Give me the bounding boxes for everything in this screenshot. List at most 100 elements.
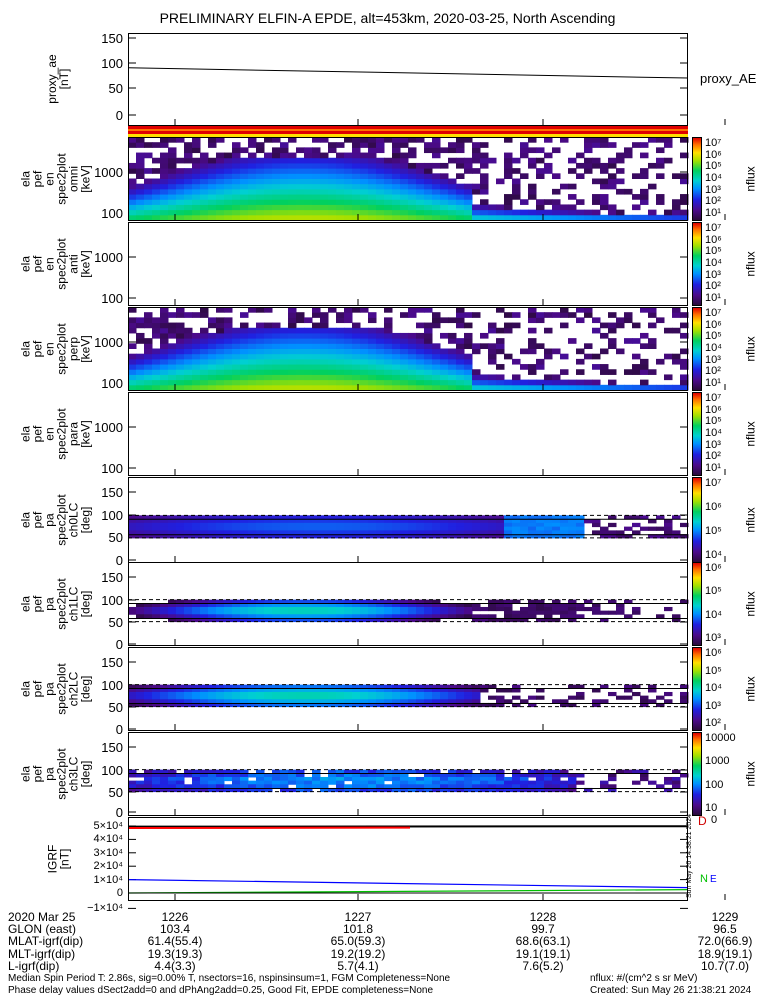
heatmap-cell bbox=[280, 353, 289, 360]
heatmap-cell bbox=[256, 209, 265, 216]
heatmap-cell bbox=[240, 684, 249, 689]
heatmap-cell bbox=[192, 343, 201, 349]
heatmap-cell bbox=[624, 599, 633, 604]
heatmap-cell bbox=[416, 199, 425, 205]
heatmap-cell bbox=[232, 204, 241, 211]
y-tick-label: 50 bbox=[108, 529, 123, 545]
heatmap-cell bbox=[504, 776, 513, 782]
heatmap-cell bbox=[592, 178, 601, 185]
heatmap-cell bbox=[296, 780, 305, 785]
heatmap-cell bbox=[488, 702, 497, 708]
heatmap-cell bbox=[168, 364, 177, 370]
heatmap-cell bbox=[408, 776, 417, 782]
heatmap-cell bbox=[576, 162, 585, 169]
heatmap-cell bbox=[664, 787, 673, 793]
heatmap-cell bbox=[200, 379, 209, 386]
heatmap-cell bbox=[512, 530, 521, 535]
heatmap-cell bbox=[232, 691, 241, 697]
heatmap-cell bbox=[656, 526, 665, 531]
heatmap-cell bbox=[496, 699, 505, 704]
heatmap-cell bbox=[160, 199, 169, 205]
heatmap-cell bbox=[552, 379, 561, 386]
y-label-line: ela bbox=[18, 765, 32, 782]
heatmap-cell bbox=[224, 332, 233, 339]
heatmap-cell bbox=[432, 178, 441, 185]
heatmap-cell bbox=[144, 526, 153, 531]
heatmap-cell bbox=[456, 338, 465, 344]
heatmap-cell bbox=[304, 209, 313, 216]
heatmap-cell bbox=[320, 614, 329, 619]
heatmap-cell bbox=[400, 348, 409, 355]
heatmap-cell bbox=[416, 384, 425, 391]
igrf-e-label: E bbox=[710, 874, 717, 885]
y-label-line: [nT] bbox=[57, 68, 71, 90]
colorbar-tick-label: 10⁷ bbox=[705, 222, 722, 234]
heatmap-cell bbox=[152, 379, 161, 386]
heatmap-cell bbox=[504, 534, 513, 539]
heatmap-cell bbox=[184, 343, 193, 349]
heatmap-cell bbox=[376, 332, 385, 339]
y-label-line: pef bbox=[30, 765, 44, 782]
heatmap-cell bbox=[624, 684, 633, 689]
heatmap-cell bbox=[440, 699, 449, 704]
heatmap-cell bbox=[392, 364, 401, 370]
heatmap-cell bbox=[640, 379, 649, 386]
heatmap-cell bbox=[440, 519, 449, 524]
heatmap-cell bbox=[456, 209, 465, 216]
heatmap-cell bbox=[272, 379, 281, 386]
heatmap-cell bbox=[504, 173, 513, 179]
heatmap-cell bbox=[264, 515, 273, 520]
heatmap-cell bbox=[304, 358, 313, 365]
heatmap-cell bbox=[248, 522, 257, 528]
heatmap-cell bbox=[400, 610, 409, 615]
heatmap-cell bbox=[312, 152, 321, 159]
heatmap-cell bbox=[408, 173, 417, 179]
heatmap-cell bbox=[360, 348, 369, 355]
heatmap-cell bbox=[464, 157, 473, 164]
heatmap-cell bbox=[400, 617, 409, 623]
heatmap-cell bbox=[160, 312, 169, 318]
heatmap-cell bbox=[432, 769, 441, 774]
heatmap-cell bbox=[184, 168, 193, 174]
heatmap-cell bbox=[184, 199, 193, 205]
heatmap-cell bbox=[144, 379, 153, 386]
heatmap-cell bbox=[216, 695, 225, 700]
heatmap-cell bbox=[160, 688, 169, 693]
heatmap-cell bbox=[192, 147, 201, 154]
heatmap-cell bbox=[248, 691, 257, 697]
heatmap-cell bbox=[152, 168, 161, 174]
heatmap-cell bbox=[192, 699, 201, 704]
heatmap-cell bbox=[448, 688, 457, 693]
heatmap-cell bbox=[272, 773, 281, 778]
heatmap-cell bbox=[672, 214, 681, 221]
heatmap-cell bbox=[192, 209, 201, 216]
heatmap-cell bbox=[344, 312, 353, 318]
heatmap-cell bbox=[184, 364, 193, 370]
heatmap-cell bbox=[248, 610, 257, 615]
heatmap-cell bbox=[600, 322, 609, 329]
heatmap-cell bbox=[232, 338, 241, 344]
heatmap-cell bbox=[568, 614, 577, 619]
heatmap-cell bbox=[392, 374, 401, 381]
y-label-line: pa bbox=[42, 596, 56, 611]
heatmap-cell bbox=[240, 168, 249, 174]
heatmap-cell bbox=[456, 343, 465, 349]
heatmap-cell bbox=[448, 379, 457, 386]
heatmap-cell bbox=[480, 773, 489, 778]
heatmap-cell bbox=[456, 519, 465, 524]
heatmap-cell bbox=[280, 374, 289, 381]
heatmap-cell bbox=[560, 384, 569, 391]
heatmap-cell bbox=[616, 209, 625, 216]
heatmap-cell bbox=[416, 526, 425, 531]
heatmap-cell bbox=[656, 614, 665, 619]
heatmap-cell bbox=[464, 522, 473, 528]
heatmap-cell bbox=[352, 617, 361, 623]
heatmap-cell bbox=[232, 332, 241, 339]
heatmap-cell bbox=[368, 142, 377, 148]
heatmap-cell bbox=[336, 384, 345, 391]
heatmap-cell bbox=[184, 209, 193, 216]
colorbar-title: nflux bbox=[743, 590, 758, 617]
heatmap-cell bbox=[296, 526, 305, 531]
heatmap-cell bbox=[240, 348, 249, 355]
heatmap-cell bbox=[184, 374, 193, 381]
